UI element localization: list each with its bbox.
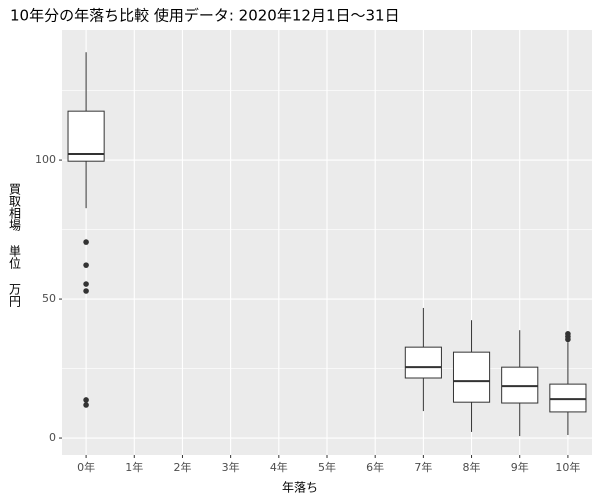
x-tick-label: 2年: [173, 460, 191, 474]
outlier: [565, 336, 571, 343]
box: [549, 383, 587, 413]
y-tick-label: 50: [42, 292, 56, 305]
x-tick-label: 7年: [414, 460, 432, 474]
outlier: [83, 397, 89, 403]
box: [67, 110, 105, 162]
x-tick-label: 4年: [270, 460, 288, 474]
x-axis-label: 年落ち: [282, 481, 318, 495]
y-axis-label: 買取相場 単位 万円: [8, 183, 22, 307]
y-tick-label: 100: [35, 153, 56, 166]
box: [452, 351, 491, 403]
x-tick-label: 8年: [463, 460, 481, 474]
x-tick-label: 5年: [318, 460, 336, 474]
y-tick-label: 0: [49, 431, 56, 444]
outlier: [83, 281, 89, 287]
x-tick-label: 0年: [77, 460, 95, 474]
x-tick-label: 1年: [125, 460, 143, 474]
outlier: [83, 239, 89, 245]
x-tick-label: 3年: [222, 460, 240, 474]
chart-title: 10年分の年落ち比較 使用データ: 2020年12月1日～31日: [10, 7, 400, 25]
x-tick-label: 6年: [366, 460, 384, 474]
outlier: [83, 262, 89, 268]
x-tick-label: 10年: [555, 460, 580, 474]
outlier: [83, 402, 89, 408]
box: [404, 346, 442, 379]
outlier: [83, 288, 89, 294]
x-tick-label: 9年: [511, 460, 529, 474]
